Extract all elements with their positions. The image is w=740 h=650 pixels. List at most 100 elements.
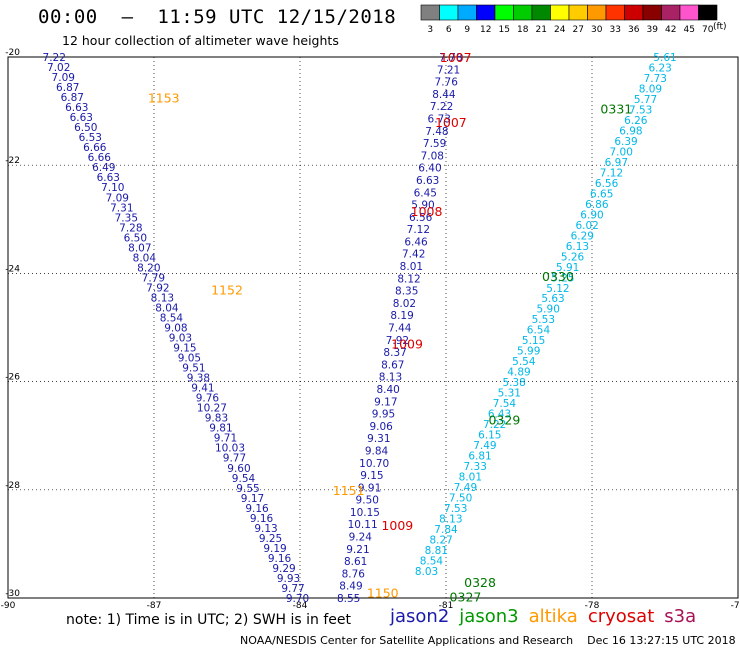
swh-value-label: 8.04 <box>133 252 157 264</box>
swh-value-label: 6.29 <box>571 230 594 242</box>
note-text: note: 1) Time is in UTC; 2) SWH is in fe… <box>66 612 352 628</box>
plot-frame <box>7 56 739 599</box>
swh-value-label: 9.50 <box>356 495 379 507</box>
swh-value-label: 9.06 <box>369 421 393 433</box>
swh-value-label: 7.53 <box>444 503 467 515</box>
swh-value-label: 6.26 <box>624 115 648 127</box>
colorbar-tick-label: 24 <box>554 25 566 35</box>
swh-value-label: 9.15 <box>360 470 383 482</box>
colorbar-tick-label: 18 <box>517 25 529 35</box>
swh-value-label: 5.15 <box>522 335 545 347</box>
swh-value-label: 6.50 <box>74 122 97 134</box>
legend-item-jason3: jason3 <box>459 606 519 627</box>
colorbar-unit-label: (ft) <box>713 22 727 32</box>
swh-value-label: 9.17 <box>241 493 264 505</box>
swh-value-label: 7.21 <box>437 64 460 76</box>
swh-value-label: 7.49 <box>473 440 496 452</box>
swh-value-label: 6.46 <box>404 236 428 248</box>
pass-time-label: 1153 <box>148 91 180 106</box>
swh-value-label: 5.54 <box>512 356 536 368</box>
pass-time-label: 1152 <box>211 283 243 298</box>
swh-value-label: 8.81 <box>425 545 448 557</box>
swh-value-label: 9.15 <box>173 343 196 355</box>
swh-value-label: 7.92 <box>146 282 169 294</box>
swh-value-label: 8.67 <box>381 359 404 371</box>
swh-value-label: 8.01 <box>459 472 482 484</box>
colorbar-tick-label: 15 <box>499 25 510 35</box>
swh-value-label: 6.40 <box>418 163 441 175</box>
page-subtitle: 12 hour collection of altimeter wave hei… <box>62 33 339 48</box>
swh-value-label: 8.13 <box>379 372 402 384</box>
swh-value-label: 9.81 <box>209 423 232 435</box>
swh-value-label: 5.63 <box>541 293 564 305</box>
swh-value-label: 8.03 <box>415 566 438 578</box>
swh-value-label: 6.23 <box>648 62 671 74</box>
swh-value-label: 9.93 <box>277 573 300 585</box>
pass-time-label: 1009 <box>381 518 413 533</box>
swh-value-label: 7.59 <box>423 138 446 150</box>
swh-value-label: 8.12 <box>397 273 420 285</box>
swh-value-label: 9.13 <box>254 523 277 535</box>
colorbar-swatch <box>698 4 718 21</box>
swh-value-label: 7.22 <box>430 101 453 113</box>
lat-tick-label: -26 <box>5 373 20 383</box>
colorbar-tick-label: 45 <box>684 25 695 35</box>
swh-value-label: 7.92 <box>386 335 409 347</box>
credit-text: NOAA/NESDIS Center for Satellite Applica… <box>240 634 736 647</box>
colorbar-tick-label: 36 <box>628 25 640 35</box>
swh-value-label: 9.19 <box>263 543 286 555</box>
swh-value-label: 8.04 <box>155 302 179 314</box>
lat-tick-label: -20 <box>5 48 20 58</box>
swh-value-label: 5.31 <box>498 388 521 400</box>
swh-value-label: 7.33 <box>464 461 487 473</box>
swh-value-label: 5.61 <box>653 52 676 64</box>
altimeter-map: -90 -87 -84 -81 -78 -75 -20 -22 -24 -26 -28 -30 7.22… <box>1 48 740 610</box>
swh-value-label: 6.63 <box>70 112 93 124</box>
swh-value-label: 7.42 <box>402 249 425 261</box>
swh-value-label: 8.54 <box>420 555 444 567</box>
swh-value-label: 8.55 <box>337 593 360 605</box>
swh-value-label: 8.44 <box>432 89 456 101</box>
swh-value-label: 10.11 <box>348 519 378 531</box>
swh-value-label: 7.50 <box>449 493 472 505</box>
pass-time-label: 0327 <box>450 589 482 604</box>
swh-value-label: 6.49 <box>92 162 115 174</box>
legend-item-cryosat: cryosat <box>587 606 655 627</box>
swh-value-label: 8.02 <box>393 298 416 310</box>
swh-value-label: 5.90 <box>537 304 560 316</box>
swh-value-label: 9.95 <box>372 409 395 421</box>
lat-tick-label: -30 <box>5 589 20 599</box>
swh-value-label: 7.76 <box>435 77 459 89</box>
swh-value-label: 6.97 <box>605 157 628 169</box>
satellite-legend: jason2 jason3 altika cryosat s3a <box>390 606 706 627</box>
swh-value-label: 5.12 <box>546 283 569 295</box>
swh-value-label: 7.54 <box>493 398 517 410</box>
swh-value-label: 7.73 <box>644 73 667 85</box>
swh-value-label: 8.09 <box>639 83 662 95</box>
swh-value-label: 6.56 <box>409 212 433 224</box>
swh-value-label: 7.09 <box>106 192 129 204</box>
swh-value-label: 7.53 <box>629 104 652 116</box>
swh-value-label: 6.65 <box>590 188 613 200</box>
swh-value-label: 6.45 <box>414 187 437 199</box>
swh-value-label: 7.79 <box>142 272 165 284</box>
swh-value-label: 8.13 <box>151 292 174 304</box>
swh-value-label: 7.22 <box>43 52 66 64</box>
lon-tick-label: -87 <box>147 601 162 610</box>
swh-value-label: 9.17 <box>374 396 397 408</box>
lon-tick-label: -84 <box>293 601 308 610</box>
colorbar-tick-label: 21 <box>536 25 547 35</box>
colorbar-tick-label: 33 <box>610 25 621 35</box>
pass-time-label: 1008 <box>411 204 443 219</box>
swh-value-label: 7.44 <box>388 323 412 335</box>
swh-value-label: 6.66 <box>83 142 107 154</box>
swh-value-label: 5.99 <box>517 346 540 358</box>
swh-value-label: 7.48 <box>425 126 448 138</box>
page-title: 00:00 – 11:59 UTC 12/15/2018 <box>38 6 397 28</box>
colorbar-tick-label: 30 <box>591 25 603 35</box>
swh-value-label: 6.50 <box>124 232 147 244</box>
swh-value-label: 6.13 <box>566 241 589 253</box>
swh-value-label: 6.87 <box>61 92 84 104</box>
pass-time-label: 0328 <box>464 575 496 590</box>
swh-value-label: 9.08 <box>164 323 187 335</box>
